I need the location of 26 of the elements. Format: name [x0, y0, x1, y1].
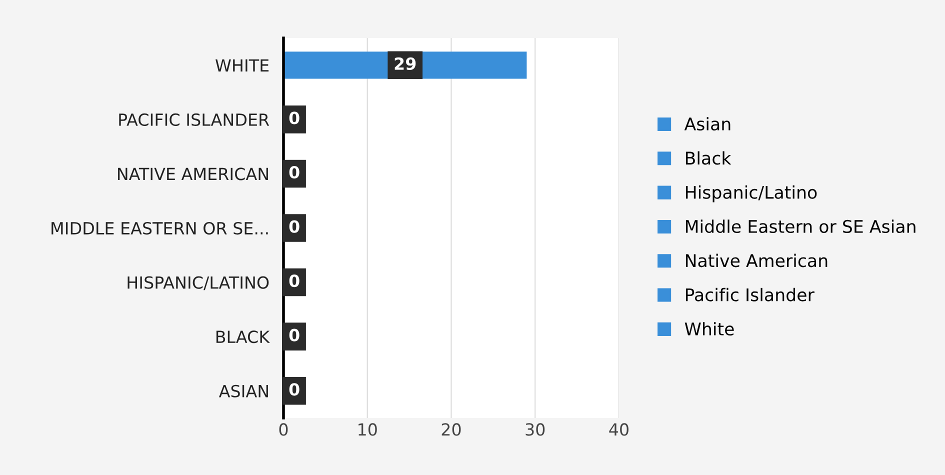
x-tick-label: 40 — [609, 423, 628, 436]
x-tick-label: 20 — [442, 423, 461, 436]
y-tick-label: ASIAN — [218, 384, 268, 398]
x-tick-label: 0 — [279, 423, 288, 436]
data-label: 0 — [289, 220, 300, 233]
data-label: 0 — [289, 328, 300, 342]
legend-label: Black — [686, 151, 732, 165]
x-tick-label: 30 — [526, 423, 545, 436]
y-tick-label: NATIVE AMERICAN — [118, 168, 268, 180]
legend-label: Hispanic/Latino — [686, 185, 817, 202]
data-label: 0 — [289, 383, 300, 396]
legend-label: Middle Eastern or SE Asian — [686, 220, 916, 234]
y-tick-label: PACIFIC ISLANDER — [119, 113, 270, 126]
y-tick-label: BLACK — [216, 330, 270, 344]
legend-label: Native American — [686, 254, 828, 268]
data-label: 29 — [394, 57, 416, 70]
data-label: 0 — [289, 274, 300, 288]
data-label: 0 — [289, 166, 300, 179]
data-label: 0 — [289, 112, 300, 124]
y-tick-label: HISPANIC/LATINO — [128, 276, 269, 290]
y-tick-label: WHITE — [216, 59, 269, 72]
legend-label: White — [684, 322, 734, 336]
x-tick-label: 10 — [358, 423, 377, 436]
legend-label: Asian — [684, 117, 730, 131]
y-tick-label: MIDDLE EASTERN OR SE... — [52, 222, 268, 235]
legend-label: Pacific Islander — [686, 288, 814, 302]
